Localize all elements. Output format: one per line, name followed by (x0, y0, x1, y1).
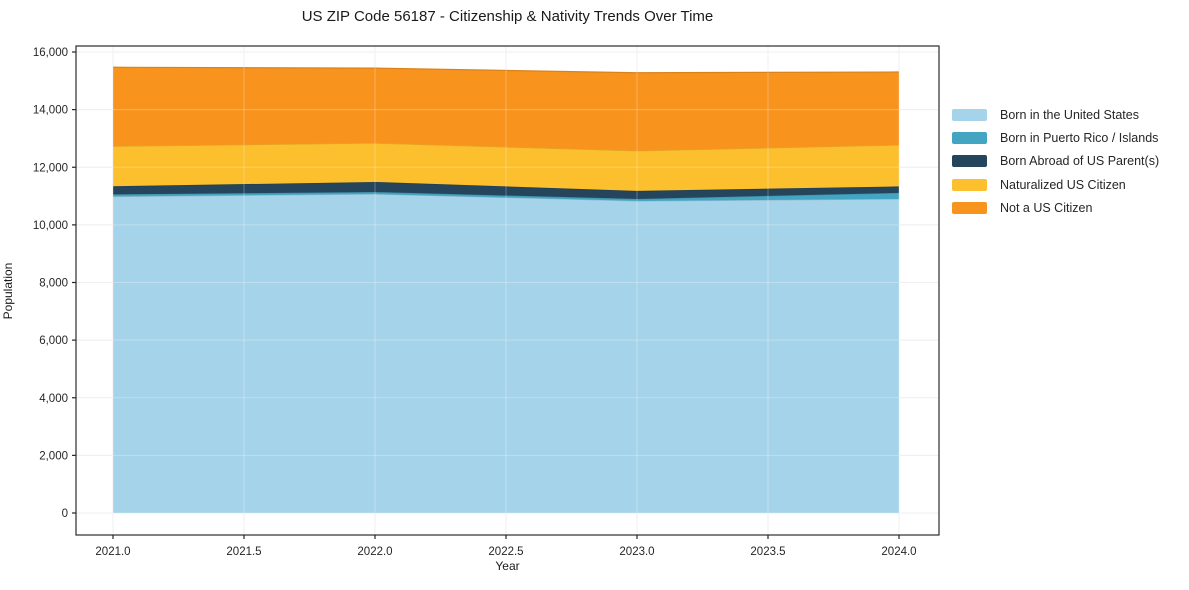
legend-label: Naturalized US Citizen (1000, 177, 1126, 192)
x-tick-label: 2023.5 (750, 546, 785, 558)
y-tick-label: 6,000 (39, 335, 68, 347)
x-axis-label: Year (495, 559, 520, 573)
legend-label: Born Abroad of US Parent(s) (1000, 154, 1160, 169)
x-tick-label: 2023.0 (619, 546, 654, 558)
legend-label: Not a US Citizen (1000, 200, 1093, 215)
plot-border (75, 45, 940, 536)
legend-label: Born in the United States (1000, 107, 1139, 122)
chart-title: US ZIP Code 56187 - Citizenship & Nativi… (301, 8, 714, 25)
x-tick-label: 2022.5 (488, 546, 523, 558)
legend-item-1: Born in the United States (952, 103, 1159, 126)
legend-swatch (952, 201, 987, 214)
legend-label: Born in Puerto Rico / Islands (1000, 130, 1159, 145)
area-edge-5 (112, 66, 900, 74)
y-tick-label: 16,000 (33, 47, 68, 59)
legend-item-2: Born in Puerto Rico / Islands (952, 126, 1159, 149)
legend-item-4: Naturalized US Citizen (952, 173, 1159, 196)
grid-over (76, 46, 939, 535)
area-layer-1 (113, 194, 899, 513)
legend-swatch (952, 131, 987, 144)
axis-ticks: 2021.0 2021.5 2022.0 2022.5 2023.0 2023.5 2024… (33, 47, 917, 558)
y-tick-label: 0 (62, 508, 68, 520)
x-tick-label: 2021.5 (226, 546, 261, 558)
y-tick-label: 4,000 (39, 393, 68, 405)
legend-swatch (952, 155, 987, 168)
y-tick-label: 14,000 (33, 105, 68, 117)
x-tick-label: 2022.0 (357, 546, 392, 558)
y-tick-label: 8,000 (39, 278, 68, 290)
legend-swatch (952, 178, 987, 191)
legend-swatch (952, 108, 987, 121)
y-tick-label: 2,000 (39, 450, 68, 462)
legend-item-3: Born Abroad of US Parent(s) (952, 150, 1159, 173)
area-layer-5 (113, 67, 899, 151)
y-tick-label: 10,000 (33, 220, 68, 232)
area-layer-3 (113, 181, 899, 199)
y-axis-label: Population (1, 262, 15, 320)
x-tick-label: 2021.0 (95, 546, 130, 558)
legend-item-5: Not a US Citizen (952, 196, 1159, 219)
legend: Born in the United States Born in Puerto … (952, 103, 1159, 219)
x-tick-label: 2024.0 (881, 546, 916, 558)
y-tick-label: 12,000 (33, 162, 68, 174)
stacked-areas (112, 66, 900, 513)
area-layer-4 (113, 143, 899, 191)
area-layer-2 (113, 192, 899, 201)
